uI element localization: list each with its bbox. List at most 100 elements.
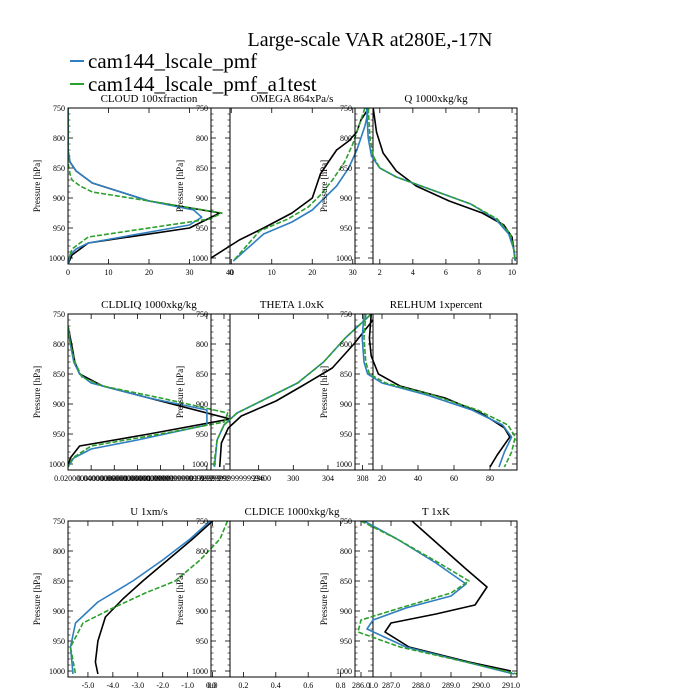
x-tick-label: 20 xyxy=(378,474,386,483)
y-tick-label: 800 xyxy=(196,134,208,143)
y-tick-label: 800 xyxy=(340,134,352,143)
series-group xyxy=(68,108,223,264)
series-line-1 xyxy=(211,108,370,259)
y-tick-label: 1000 xyxy=(49,254,65,263)
x-tick-label: 1.0 xyxy=(368,681,378,690)
x-tick-label: -5.0 xyxy=(82,681,95,690)
y-tick-label: 950 xyxy=(196,224,208,233)
x-tick-label: 0.2 xyxy=(238,681,248,690)
x-tick-label: -1.0 xyxy=(181,681,194,690)
panel-title: Q 1000xkg/kg xyxy=(404,93,468,105)
plot-frame xyxy=(210,313,374,471)
legend-label-1: cam144_lscale_pmf xyxy=(88,49,257,73)
y-tick-label: 850 xyxy=(53,370,65,379)
panel-1: CLOUD 100xfraction Pressure [hPa] 750 800 85… xyxy=(32,93,234,277)
plot-frame xyxy=(210,520,374,678)
series-line-3 xyxy=(212,314,372,468)
y-tick-label: 850 xyxy=(340,164,352,173)
series-line-2 xyxy=(68,108,203,264)
series-group xyxy=(69,521,229,675)
y-tick-label: 1000 xyxy=(336,667,352,676)
x-tick-label: -3.0 xyxy=(131,681,144,690)
series-line-2 xyxy=(68,325,208,468)
y-tick-label: 1000 xyxy=(336,460,352,469)
y-tick-label: 900 xyxy=(196,194,208,203)
y-tick-label: 850 xyxy=(53,577,65,586)
y-tick-label: 900 xyxy=(340,194,352,203)
y-tick-label: 750 xyxy=(340,104,352,113)
series-group xyxy=(361,314,517,468)
x-tick-label: 0.6 xyxy=(303,681,313,690)
y-tick-label: 800 xyxy=(340,340,352,349)
legend-label-2: cam144_lscale_pmf_a1test xyxy=(88,72,317,96)
plot-frame xyxy=(210,107,374,265)
x-tick-label: -4.0 xyxy=(107,681,120,690)
x-tick-label: 0.09999999999999999 xyxy=(147,474,221,483)
legend: cam144_lscale_pmf cam144_lscale_pmf_a1te… xyxy=(70,49,317,96)
y-tick-label: 750 xyxy=(340,310,352,319)
x-tick-label: 289.0 xyxy=(442,681,460,690)
y-tick-label: 850 xyxy=(196,370,208,379)
series-line-2 xyxy=(365,108,517,262)
y-tick-label: 950 xyxy=(340,224,352,233)
series-line-3 xyxy=(68,325,229,468)
x-tick-label: 0.08000000000000001 xyxy=(124,474,198,483)
x-tick-label: 291.0 xyxy=(502,681,520,690)
x-tick-label: 0.02000000000000001 xyxy=(54,474,128,483)
y-tick-label: 950 xyxy=(53,224,65,233)
plot-frame xyxy=(354,313,518,471)
series-line-2 xyxy=(232,108,370,262)
y-tick-label: 750 xyxy=(340,517,352,526)
x-tick-label: 40 xyxy=(414,474,422,483)
y-tick-label: 900 xyxy=(196,400,208,409)
x-tick-label: 304 xyxy=(322,474,334,483)
y-tick-label: 1000 xyxy=(192,460,208,469)
series-line-3 xyxy=(357,521,517,675)
x-tick-label: 2 xyxy=(378,268,382,277)
y-tick-label: 750 xyxy=(53,104,65,113)
x-tick-label: 0.0 xyxy=(208,681,218,690)
y-tick-label: 950 xyxy=(53,637,65,646)
y-tick-label: 950 xyxy=(340,637,352,646)
y-tick-label: 750 xyxy=(196,310,208,319)
plot-frame xyxy=(354,520,518,678)
y-tick-label: 900 xyxy=(340,607,352,616)
y-tick-label: 800 xyxy=(196,547,208,556)
y-tick-label: 800 xyxy=(53,134,65,143)
x-tick-label: 10 xyxy=(268,268,276,277)
x-tick-label: -2.0 xyxy=(156,681,169,690)
x-tick-label: 60 xyxy=(450,474,458,483)
y-tick-label: 1000 xyxy=(192,254,208,263)
y-axis-label: Pressure [hPa] xyxy=(175,160,185,212)
y-axis-label: Pressure [hPa] xyxy=(319,160,329,212)
y-tick-label: 750 xyxy=(53,310,65,319)
panel-title: CLDLIQ 1000xkg/kg xyxy=(101,299,197,311)
x-tick-label: 0.1399999999999999400 xyxy=(189,474,271,483)
panel-8: CLDICE 1000xkg/kg Pressure [hPa] 750 800 850… xyxy=(175,506,378,690)
x-tick-label: 0 xyxy=(66,268,70,277)
y-tick-label: 750 xyxy=(196,104,208,113)
x-tick-label: 300 xyxy=(287,474,299,483)
y-tick-label: 800 xyxy=(53,340,65,349)
x-tick-label: 4 xyxy=(411,268,415,277)
x-tick-label: 80 xyxy=(486,474,494,483)
x-tick-label: 30 xyxy=(349,268,357,277)
x-tick-label: 10 xyxy=(508,268,516,277)
y-tick-label: 850 xyxy=(340,370,352,379)
panel-title: THETA 1.0xK xyxy=(260,299,325,311)
plot-frame xyxy=(354,107,518,265)
plot-frame xyxy=(67,313,231,471)
y-tick-label: 950 xyxy=(196,430,208,439)
figure-title: Large-scale VAR at280E,-17N xyxy=(248,29,493,51)
x-tick-label: 0.12 xyxy=(200,474,214,483)
x-tick-label: 286.0 xyxy=(352,681,370,690)
panel-title: CLDICE 1000xkg/kg xyxy=(244,506,340,518)
y-tick-label: 900 xyxy=(53,607,65,616)
y-tick-label: 850 xyxy=(196,577,208,586)
x-tick-label: 0.8 xyxy=(336,681,346,690)
y-tick-label: 750 xyxy=(53,517,65,526)
y-axis-label: Pressure [hPa] xyxy=(175,366,185,418)
x-tick-label: 0 xyxy=(229,268,233,277)
y-tick-label: 850 xyxy=(196,164,208,173)
